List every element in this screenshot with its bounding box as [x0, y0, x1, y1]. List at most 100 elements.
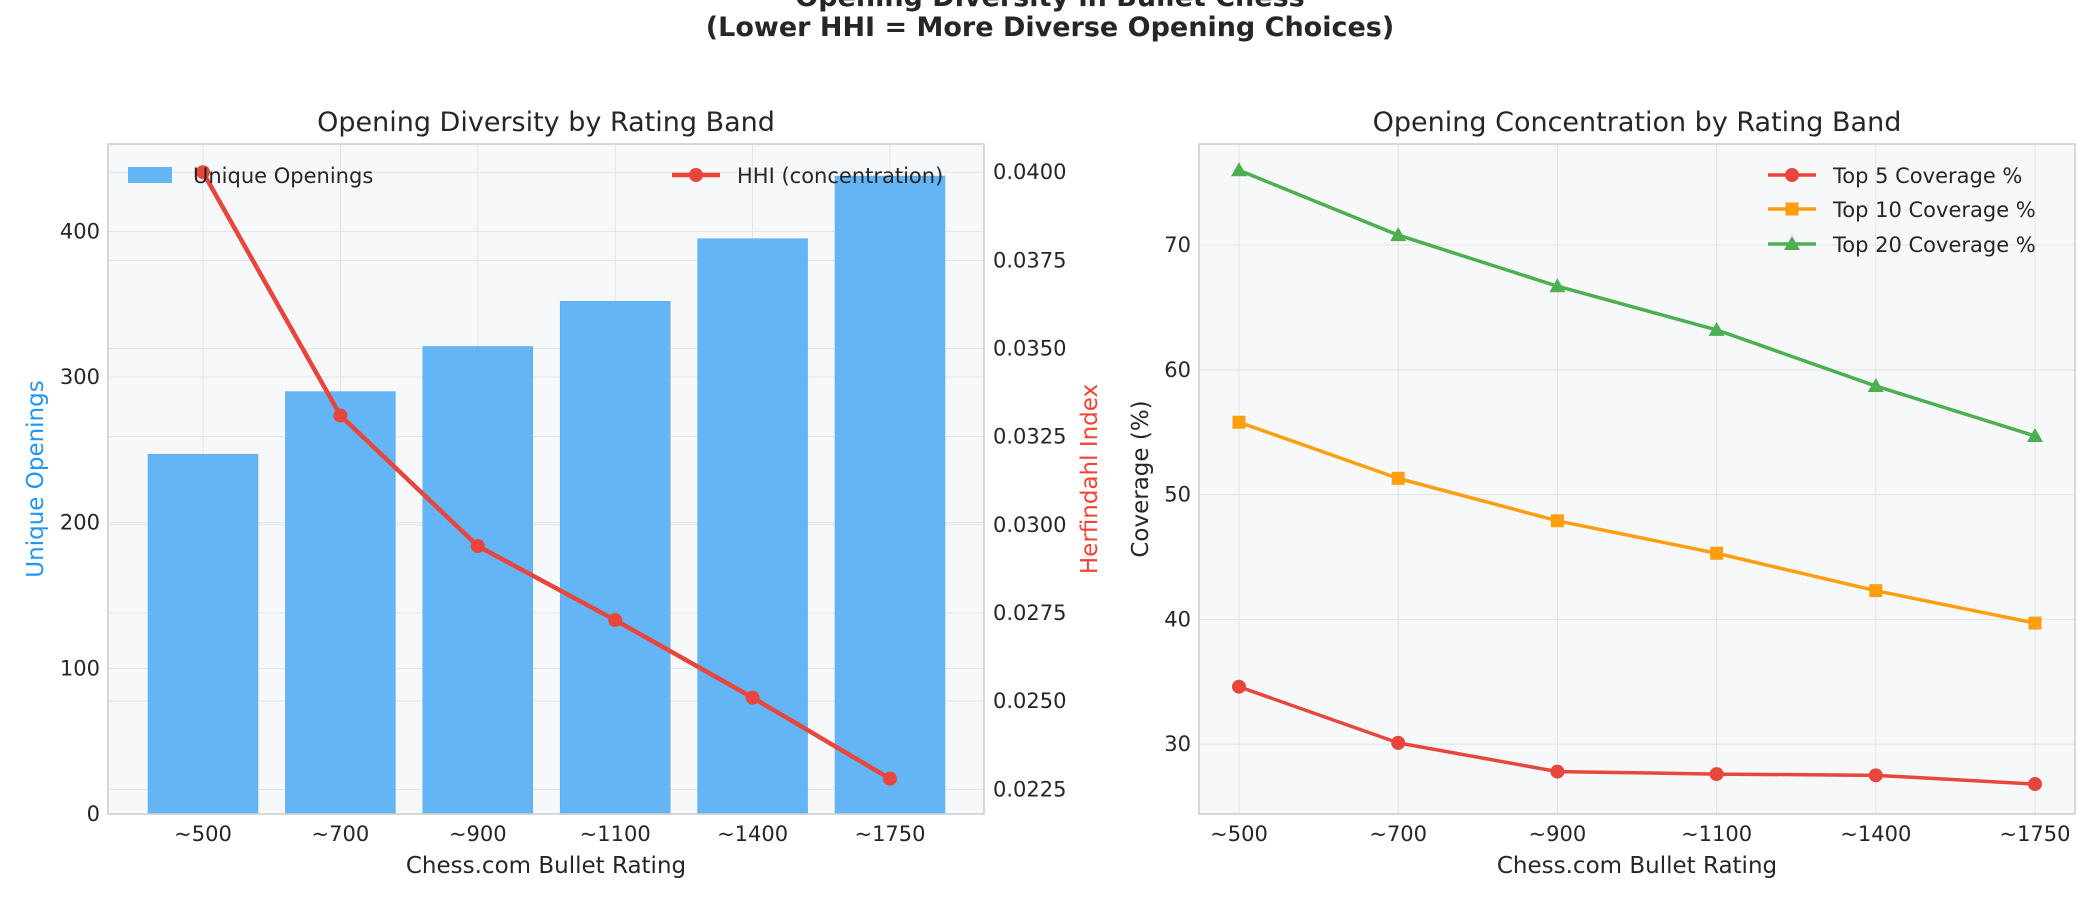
left-x-tick-label: ~1400	[717, 822, 788, 846]
right-plot-frame	[1198, 143, 2076, 815]
series-0-point-1	[1391, 735, 1406, 750]
left-hhi-line	[196, 165, 897, 786]
series-2-point-1	[1390, 227, 1407, 242]
right-y-tick-label: 50	[1164, 483, 1191, 507]
legend-swatch-unique-openings	[128, 167, 172, 183]
right-y-tick-label: 70	[1164, 233, 1191, 257]
right-x-ticks: ~500 ~700 ~900 ~1100 ~1400 ~1750	[1210, 822, 2070, 846]
left-y-tick-label: 200	[60, 511, 100, 535]
hhi-point-3	[608, 613, 623, 628]
left-x-axis-label: Chess.com Bullet Rating	[406, 853, 686, 879]
left-y-tick-label: 300	[60, 365, 100, 389]
series-line-2	[1238, 168, 2036, 438]
right-x-axis-label: Chess.com Bullet Rating	[1497, 853, 1777, 879]
left-x-tick-label: ~1100	[580, 822, 651, 846]
legend-marker-top10	[1785, 202, 1799, 216]
hhi-point-2	[470, 539, 485, 553]
right-x-tick-label: ~1400	[1840, 822, 1911, 846]
left-legend-hhi: HHI (concentration)	[672, 164, 943, 188]
left-x-tick-label: ~500	[174, 822, 232, 846]
left-y2-tick-label: 0.0325	[993, 425, 1066, 449]
legend-item-top10: Top 10 Coverage %	[1768, 198, 2036, 222]
right-y-axis-label: Coverage (%)	[1128, 400, 1154, 557]
right-legend: Top 5 Coverage % Top 10 Coverage % Top 2…	[1768, 164, 2036, 257]
series-2-point-4	[1867, 378, 1884, 393]
series-0-point-3	[1709, 767, 1724, 782]
series-1-point-2	[1550, 514, 1564, 528]
legend-label-unique-openings: Unique Openings	[193, 164, 373, 188]
right-x-tick-label: ~500	[1210, 822, 1268, 846]
left-y-ticks: 0 100 200 300 400	[60, 219, 100, 826]
bar-unique-openings-5	[834, 175, 946, 815]
hhi-point-1	[333, 408, 348, 423]
left-y2-axis-label: Herfindahl Index	[1077, 384, 1103, 574]
legend-item-top20: Top 20 Coverage %	[1768, 233, 2036, 257]
left-y2-tick-label: 0.0275	[993, 601, 1066, 625]
series-line-1	[1238, 420, 2036, 625]
legend-marker-top20	[1784, 236, 1800, 250]
bar-unique-openings-4	[697, 238, 808, 815]
left-x-ticks: ~500 ~700 ~900 ~1100 ~1400 ~1750	[174, 822, 925, 846]
bar-unique-openings-2	[422, 346, 534, 815]
left-y2-tick-label: 0.0400	[993, 160, 1066, 184]
bar-unique-openings-3	[559, 301, 671, 815]
left-x-tick-label: ~900	[449, 822, 507, 846]
figure-title-line1: Opening Diversity in Bullet Chess	[795, 0, 1304, 13]
diversity-chart: ~500 ~700 ~900 ~1100 ~1400 ~1750 0 100 200 300 40…	[23, 107, 1103, 879]
series-0-point-4	[1868, 768, 1883, 783]
legend-item-top5: Top 5 Coverage %	[1768, 164, 2022, 188]
legend-label-top10: Top 10 Coverage %	[1832, 198, 2036, 222]
series-2-point-0	[1231, 162, 1247, 177]
legend-label-top20: Top 20 Coverage %	[1832, 233, 2036, 257]
series-2-point-2	[1549, 278, 1566, 293]
right-plot-area	[1199, 144, 2075, 814]
right-y-tick-label: 60	[1164, 358, 1191, 382]
left-y-axis-label: Unique Openings	[23, 380, 49, 577]
right-x-tick-label: ~1750	[1999, 822, 2070, 846]
concentration-chart: ~500 ~700 ~900 ~1100 ~1400 ~1750 30 40 50 60 70 O…	[1128, 107, 2076, 879]
left-y2-tick-label: 0.0250	[993, 689, 1066, 713]
right-y-ticks: 30 40 50 60 70	[1164, 233, 1191, 756]
figure-title-line2: (Lower HHI = More Diverse Opening Choice…	[706, 12, 1394, 43]
legend-marker-hhi	[689, 168, 703, 182]
series-2-point-3	[1708, 321, 1725, 336]
left-x-tick-label: ~1750	[854, 822, 925, 846]
left-bars	[147, 175, 946, 815]
right-lines	[1231, 162, 2043, 792]
right-y-tick-label: 40	[1164, 607, 1191, 631]
left-y2-tick-label: 0.0375	[993, 248, 1066, 272]
series-1-point-0	[1232, 415, 1246, 429]
left-y-tick-label: 100	[60, 656, 100, 680]
right-x-tick-label: ~900	[1529, 822, 1587, 846]
left-x-tick-label: ~700	[312, 822, 370, 846]
series-0-point-2	[1550, 764, 1565, 779]
hhi-point-0	[196, 165, 210, 180]
left-legend-bars: Unique Openings	[128, 164, 373, 188]
series-line-0	[1238, 685, 2036, 786]
bar-unique-openings-0	[147, 453, 259, 815]
series-1-point-4	[1869, 584, 1883, 598]
legend-label-hhi: HHI (concentration)	[737, 164, 943, 188]
left-y-tick-label: 400	[60, 219, 100, 243]
bar-unique-openings-1	[285, 391, 396, 815]
left-y2-ticks: 0.0225 0.0250 0.0275 0.0300 0.0325 0.0350 0.03…	[993, 160, 1066, 801]
right-y-tick-label: 30	[1164, 732, 1191, 756]
hhi-line-path	[201, 171, 892, 781]
series-1-point-3	[1710, 546, 1724, 560]
left-y2-tick-label: 0.0300	[993, 513, 1066, 537]
left-chart-title: Opening Diversity by Rating Band	[317, 107, 775, 138]
left-y-tick-label: 0	[87, 802, 100, 826]
series-0-point-0	[1232, 679, 1246, 694]
left-plot-frame	[107, 143, 985, 815]
legend-marker-top5	[1785, 168, 1799, 182]
hhi-point-4	[745, 690, 760, 705]
left-y2-tick-label: 0.0350	[993, 337, 1066, 361]
right-x-tick-label: ~1100	[1681, 822, 1752, 846]
series-1-point-1	[1391, 471, 1405, 485]
right-chart-title: Opening Concentration by Rating Band	[1373, 107, 1902, 138]
left-y2-tick-label: 0.0225	[993, 777, 1066, 801]
legend-label-top5: Top 5 Coverage %	[1832, 164, 2022, 188]
series-1-point-5	[2028, 616, 2042, 630]
series-0-point-5	[2028, 777, 2042, 792]
